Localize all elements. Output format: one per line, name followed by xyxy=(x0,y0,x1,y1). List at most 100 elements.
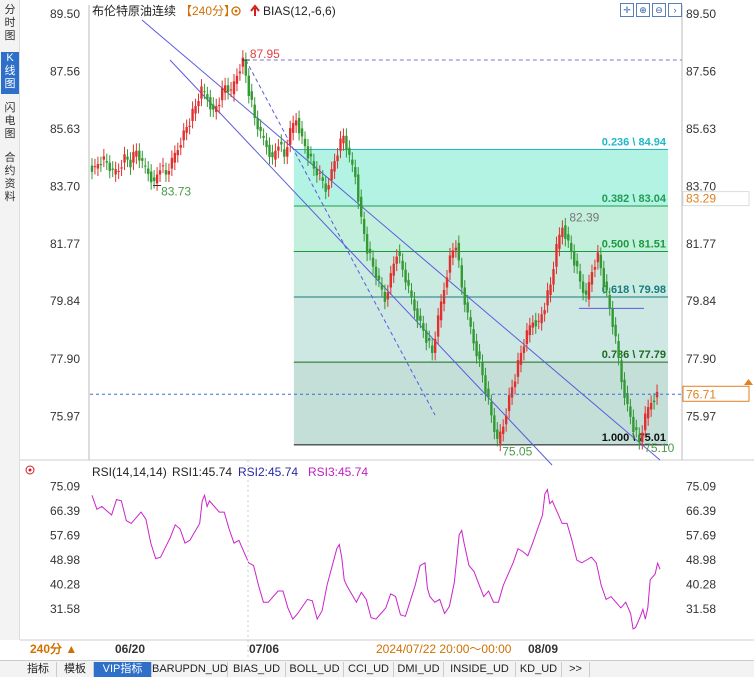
candle-body xyxy=(599,254,603,269)
candle-body xyxy=(152,177,156,182)
candle-body xyxy=(620,360,623,383)
next-icon[interactable]: › xyxy=(668,3,682,17)
rsi-tick-left: 48.98 xyxy=(50,553,80,567)
rsi-tick-left: 75.09 xyxy=(50,480,80,494)
bottom-tab-1[interactable]: 模板 xyxy=(57,662,94,677)
candle-body xyxy=(617,341,620,358)
price-tick-left: 77.90 xyxy=(50,352,80,366)
rsi-settings-icon[interactable] xyxy=(25,465,35,475)
candle-body xyxy=(327,185,330,190)
candle-body xyxy=(513,381,517,388)
bottom-tab-5[interactable]: BOLL_UD xyxy=(286,662,344,677)
candle-body xyxy=(466,302,469,313)
candle-body xyxy=(93,166,97,168)
candle-body xyxy=(354,167,357,177)
candle-body xyxy=(315,168,319,176)
fibonacci-retracement: 0.236 \ 84.94 0.382 \ 83.04 0.500 \ 81.51 0… xyxy=(293,137,668,446)
rsi-header: RSI(14,14,14) xyxy=(92,465,167,479)
last-low-annotation: 75.10 xyxy=(644,441,674,455)
candle-body xyxy=(158,170,162,175)
candle-body xyxy=(123,154,126,163)
price-chart[interactable]: 布伦特原油连续 【240分】 BIAS(12,-6,6) 89.50 89.508… xyxy=(20,0,754,660)
candle-body xyxy=(436,315,440,337)
candle-body xyxy=(265,140,268,148)
time-label-0620: 06/20 xyxy=(115,642,145,656)
bottom-tab-9[interactable]: KD_UD xyxy=(516,662,562,677)
alert-bell-icon[interactable] xyxy=(744,379,753,385)
rsi-tick-right: 31.58 xyxy=(686,602,716,616)
tab-kline[interactable]: K线图 xyxy=(1,52,19,94)
candle-body xyxy=(235,75,239,84)
zoom-in-icon[interactable]: ⊕ xyxy=(636,3,650,17)
candle-body xyxy=(570,242,573,252)
bottom-tab-6[interactable]: CCI_UD xyxy=(344,662,394,677)
candle-body xyxy=(389,273,392,288)
candle-body xyxy=(644,413,647,431)
candle-body xyxy=(220,87,224,101)
zoom-out-icon[interactable]: ⊖ xyxy=(652,3,666,17)
candle-body xyxy=(259,126,262,132)
bottom-tab-8[interactable]: INSIDE_UD xyxy=(444,662,516,677)
price-tick-left: 89.50 xyxy=(50,7,80,21)
candle-body xyxy=(460,265,463,288)
tab-timeshare[interactable]: 分时图 xyxy=(4,4,16,42)
candle-body xyxy=(250,91,253,100)
fib-level-label: 0.236 \ 84.94 xyxy=(602,137,667,149)
bottom-tab-7[interactable]: DMI_UD xyxy=(394,662,444,677)
price-tick-left: 75.97 xyxy=(50,409,80,423)
candle-body xyxy=(448,255,452,273)
candle-body xyxy=(558,234,561,249)
fib-zone xyxy=(293,206,668,252)
fib-level-label: 0.382 \ 83.04 xyxy=(602,193,667,205)
candle-body xyxy=(573,251,576,266)
bottom-tab-10[interactable]: >> xyxy=(562,662,590,677)
candle-body xyxy=(333,161,336,172)
crosshair-icon[interactable]: ✛ xyxy=(620,3,634,17)
candle-body xyxy=(247,75,250,96)
candle-body xyxy=(433,338,437,353)
candle-body xyxy=(516,360,520,377)
candle-body xyxy=(194,106,197,114)
candle-body xyxy=(291,123,295,133)
candle-body xyxy=(519,352,523,365)
candle-body xyxy=(596,252,600,263)
bottom-tab-4[interactable]: BIAS_UD xyxy=(228,662,286,677)
rsi-line xyxy=(91,488,661,630)
candle-body xyxy=(380,284,384,290)
candle-body xyxy=(555,244,558,267)
candle-body xyxy=(238,71,242,74)
candle-body xyxy=(318,172,321,174)
candle-body xyxy=(383,291,387,302)
candle-body xyxy=(652,400,656,403)
tab-contract-info[interactable]: 合约资料 xyxy=(4,152,16,203)
bottom-tab-0[interactable]: 指标 xyxy=(20,662,57,677)
candle-body xyxy=(635,427,638,430)
settings-icon[interactable] xyxy=(231,6,241,16)
candle-body xyxy=(102,156,106,160)
candle-body xyxy=(410,290,413,298)
candle-body xyxy=(274,150,277,160)
candle-body xyxy=(507,395,511,411)
candle-body xyxy=(141,158,144,161)
candle-body xyxy=(138,150,141,161)
price-tick-left: 79.84 xyxy=(50,294,80,308)
candle-body xyxy=(300,128,304,137)
candle-body xyxy=(522,346,526,353)
candlestick-series xyxy=(90,50,659,452)
candle-body xyxy=(126,156,129,160)
candle-body xyxy=(339,138,342,151)
tab-flash-chart[interactable]: 闪电图 xyxy=(4,102,16,140)
candle-body xyxy=(144,165,147,167)
candle-body xyxy=(212,104,215,110)
period-selector-button[interactable]: 240分 ▲ xyxy=(30,642,78,656)
candle-body xyxy=(197,101,200,107)
candle-body xyxy=(401,260,404,270)
candle-body xyxy=(602,268,605,287)
candle-body xyxy=(203,91,206,93)
candle-body xyxy=(357,174,360,202)
bottom-tab-2[interactable]: VIP指标 xyxy=(94,662,152,677)
candle-body xyxy=(377,275,381,280)
candle-body xyxy=(614,324,617,337)
rsi-axis-ticks: 75.09 75.09 66.39 66.39 57.69 57.69 48.98 48.98… xyxy=(50,480,716,616)
bottom-tab-3[interactable]: BARUPDN_UD xyxy=(152,662,228,677)
